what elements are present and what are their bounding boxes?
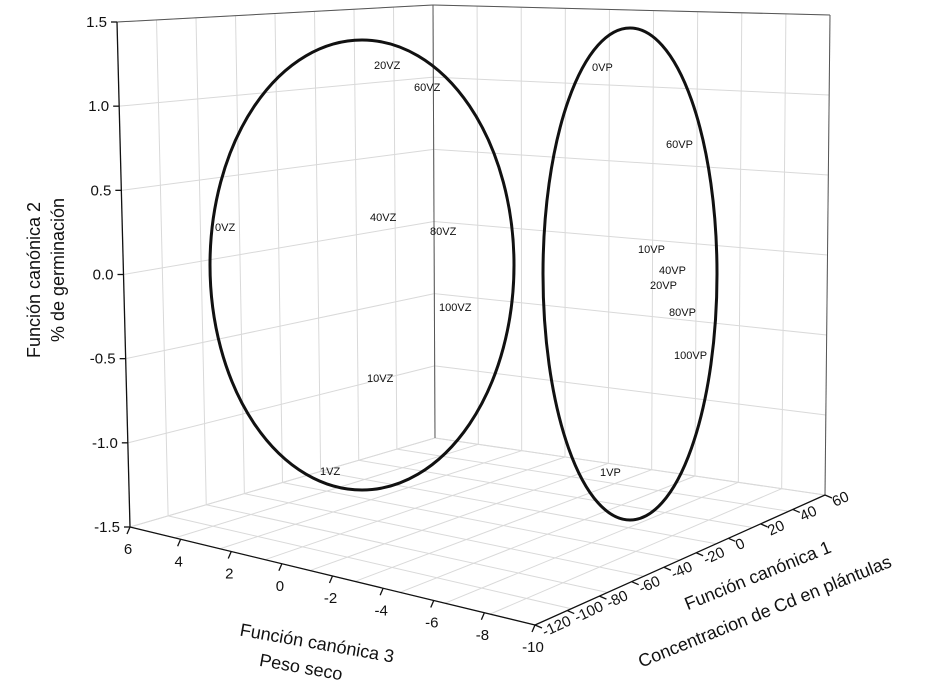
x-tick-mark <box>599 595 607 600</box>
grid-line <box>434 437 826 496</box>
x-tick-mark <box>695 552 704 557</box>
point-label-60vz: 60VZ <box>414 82 441 94</box>
y-axis-title-line1: Función canónica 2 <box>24 202 44 358</box>
x-tick-label: -80 <box>604 587 631 612</box>
grid-line <box>123 221 435 275</box>
y-tick-label: 1.5 <box>86 14 107 31</box>
point-label-0vp: 0VP <box>592 62 613 74</box>
frame-edge <box>824 14 831 496</box>
grid-line <box>433 221 828 256</box>
y-tick-label: -1.5 <box>94 519 120 536</box>
vp-group-ellipse <box>541 26 719 522</box>
frame-edge <box>432 4 436 439</box>
point-label-20vz: 20VZ <box>374 60 401 72</box>
axes-frame <box>116 4 831 626</box>
x-tick-label: 40 <box>797 503 819 525</box>
grid-line <box>282 482 681 561</box>
grid-line <box>127 365 435 444</box>
x-tick-label: -60 <box>636 573 663 598</box>
z-tick-mark <box>177 538 182 547</box>
vz-group-ellipse <box>208 38 516 492</box>
grid-line <box>320 470 717 545</box>
grid-line <box>121 148 434 191</box>
point-label-80vz: 80VZ <box>430 226 457 238</box>
x-tick-label: -120 <box>540 613 574 641</box>
z-tick-mark <box>278 563 283 572</box>
point-label-40vp: 40VP <box>659 265 686 277</box>
grid-line <box>434 293 827 336</box>
x-tick-mark <box>663 566 672 571</box>
x-tick-mark <box>566 609 575 615</box>
tick-labels: -1.5-1.0-0.50.00.51.01.56420-2-4-6-8-10-… <box>86 14 852 656</box>
z-tick-label: 4 <box>174 553 182 570</box>
x-tick-label: 60 <box>830 488 852 510</box>
x-tick-mark <box>728 537 736 542</box>
x-tick-mark <box>631 581 639 586</box>
point-label-10vz: 10VZ <box>367 373 394 385</box>
frame-edge <box>432 4 831 16</box>
z-tick-mark <box>379 587 384 596</box>
point-label-40vz: 40VZ <box>370 212 397 224</box>
z-tick-label: 0 <box>276 578 284 595</box>
z-tick-mark <box>227 551 232 559</box>
z-tick-mark <box>328 575 334 584</box>
y-tick-label: 1.0 <box>88 98 109 115</box>
x-tick-label: -20 <box>701 544 728 569</box>
group-ellipses <box>208 26 719 522</box>
point-label-100vz: 100VZ <box>439 302 472 314</box>
frame-edge <box>116 4 434 23</box>
x-tick-mark <box>534 624 543 629</box>
z-tick-mark <box>126 526 131 535</box>
z-tick-mark <box>531 624 536 633</box>
grid-line <box>434 365 826 416</box>
grid-line <box>433 76 830 96</box>
z-tick-label: -4 <box>374 602 387 619</box>
grid-line <box>125 293 435 360</box>
z-tick-label: 2 <box>225 566 233 583</box>
z-tick-label: -2 <box>324 590 337 607</box>
point-label-60vp: 60VP <box>666 139 693 151</box>
x-tick-label: -40 <box>668 558 695 583</box>
y-axis-title-line2: % de germinación <box>48 198 68 342</box>
grid-line <box>433 148 829 176</box>
z-tick-label: -8 <box>476 627 489 644</box>
grid <box>116 4 831 626</box>
point-labels: 0VZ 1VZ 10VZ 20VZ 40VZ 60VZ 80VZ 100VZ 0VP 1VP 10V… <box>215 60 707 479</box>
z-tick-label: -6 <box>425 615 438 632</box>
x-tick-label: 0 <box>733 535 748 554</box>
x-tick-label: -100 <box>572 598 606 626</box>
x-axis-line <box>534 494 826 626</box>
z-tick-label: 6 <box>124 541 132 558</box>
point-label-1vz: 1VZ <box>320 466 340 478</box>
y-tick-label: -0.5 <box>90 351 116 368</box>
grid-line <box>396 448 789 512</box>
y-tick-label: 0.5 <box>90 182 111 199</box>
grid-line <box>244 493 644 577</box>
x-tick-mark <box>824 494 833 499</box>
z-tick-mark <box>480 612 485 621</box>
x-tick-label: 20 <box>765 517 787 539</box>
x-tick-mark <box>792 508 801 514</box>
x-tick-mark <box>760 523 768 528</box>
grid-line <box>119 76 434 107</box>
point-label-20vp: 20VP <box>650 280 677 292</box>
y-tick-label: 0.0 <box>93 267 114 284</box>
point-label-1vp: 1VP <box>600 467 621 479</box>
grid-line <box>206 504 608 593</box>
point-label-100vp: 100VP <box>674 350 707 362</box>
point-label-10vp: 10VP <box>638 244 665 256</box>
y-tick-label: -1.0 <box>92 435 118 452</box>
grid-line <box>168 515 572 610</box>
point-label-80vp: 80VP <box>669 307 696 319</box>
z-tick-label: -10 <box>522 639 544 656</box>
grid-line <box>358 459 753 528</box>
z-tick-mark <box>430 600 435 608</box>
point-label-0vz: 0VZ <box>215 222 235 234</box>
